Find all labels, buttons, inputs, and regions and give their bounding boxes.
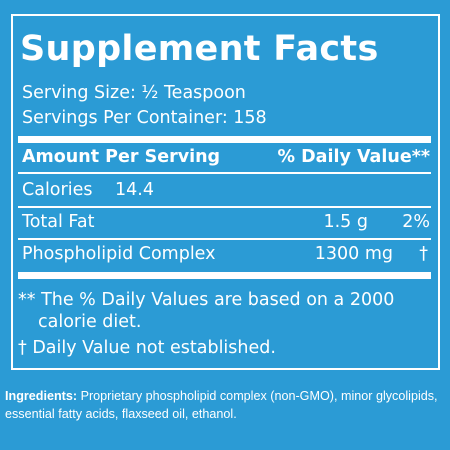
daily-value-header: % Daily Value** xyxy=(277,147,430,167)
row-daily-value: † xyxy=(419,244,428,264)
label-border xyxy=(11,14,440,370)
row-amount: 1300 mg xyxy=(314,244,393,264)
serving-size: Serving Size: ½ Teaspoon xyxy=(22,83,246,103)
row-daily-value: 2% xyxy=(402,212,430,232)
amount-header: Amount Per Serving xyxy=(22,147,221,167)
row-amount: 1.5 g xyxy=(323,212,368,232)
servings-per-container: Servings Per Container: 158 xyxy=(22,108,267,128)
row-label: Total Fat xyxy=(22,212,95,232)
row-label: Phospholipid Complex xyxy=(22,244,216,264)
thick-rule xyxy=(18,136,431,143)
footnote: ** The % Daily Values are based on a 200… xyxy=(18,290,395,310)
rule xyxy=(18,172,431,174)
footnote: † Daily Value not established. xyxy=(18,338,276,358)
ingredients: Ingredients: Proprietary phospholipid co… xyxy=(5,387,445,423)
rule xyxy=(18,206,431,208)
title: Supplement Facts xyxy=(20,29,379,69)
row-label: Calories xyxy=(22,180,93,200)
rule xyxy=(18,238,431,240)
thick-rule xyxy=(18,272,431,279)
ingredients-text: Proprietary phospholipid complex (non-GM… xyxy=(5,389,438,421)
ingredients-label: Ingredients: xyxy=(5,389,78,403)
row-amount: 14.4 xyxy=(115,180,154,200)
footnote: calorie diet. xyxy=(38,312,142,332)
